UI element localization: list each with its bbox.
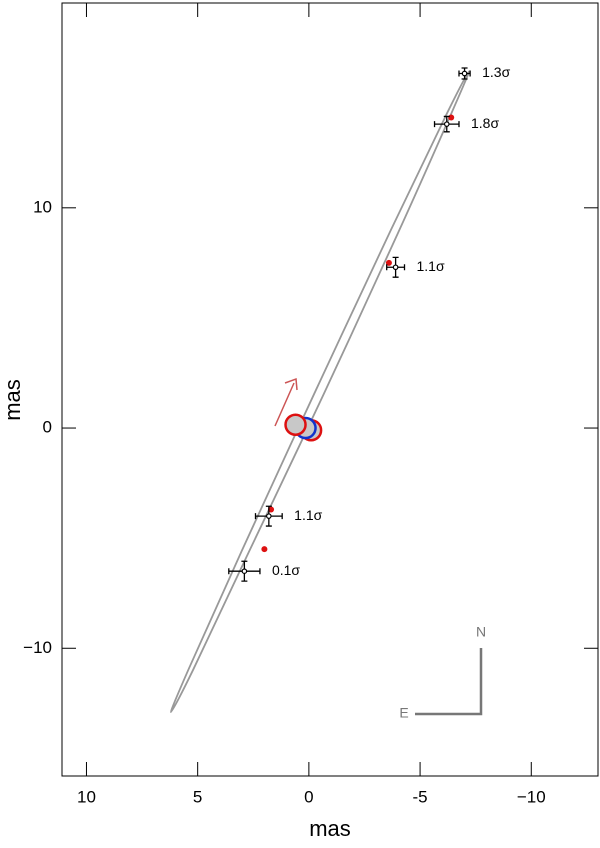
- data-point: [266, 513, 272, 519]
- data-point: [443, 121, 450, 127]
- point-label: 1.3σ: [482, 64, 510, 80]
- y-axis-label: mas: [0, 379, 25, 421]
- x-tick-label: 0: [304, 787, 313, 806]
- point-label: 1.1σ: [294, 507, 322, 523]
- model-point: [268, 506, 275, 513]
- star: [284, 413, 307, 436]
- x-axis-label: mas: [309, 816, 351, 841]
- compass-north: N: [476, 624, 486, 640]
- data-point: [392, 264, 399, 271]
- motion-arrow: [274, 377, 298, 427]
- x-tick-label: 10: [77, 787, 96, 806]
- x-tick-label: −10: [517, 787, 546, 806]
- compass: [415, 648, 483, 716]
- point-label: 1.1σ: [417, 258, 445, 274]
- model-point: [448, 114, 455, 121]
- y-tick-label: 10: [33, 197, 52, 216]
- x-tick-label: -5: [413, 787, 428, 806]
- data-point: [461, 70, 468, 77]
- point-label: 1.8σ: [471, 115, 499, 131]
- data-point: [241, 568, 248, 574]
- point-label: 0.1σ: [272, 562, 300, 578]
- x-tick-label: 5: [193, 787, 202, 806]
- model-point: [261, 546, 268, 553]
- plot-frame: [61, 2, 599, 777]
- orbit: [170, 70, 470, 714]
- y-tick-label: 0: [43, 418, 52, 437]
- y-tick-label: −10: [23, 638, 52, 657]
- compass-east: E: [399, 705, 408, 721]
- model-point: [385, 259, 392, 266]
